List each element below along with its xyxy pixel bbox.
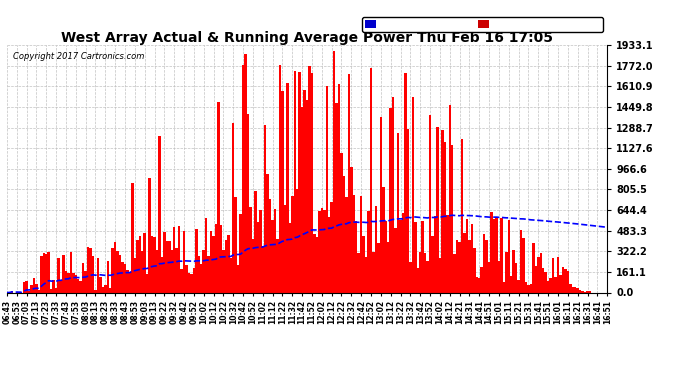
Title: West Array Actual & Running Average Power Thu Feb 16 17:05: West Array Actual & Running Average Powe… bbox=[61, 31, 553, 45]
Text: Copyright 2017 Cartronics.com: Copyright 2017 Cartronics.com bbox=[13, 53, 144, 62]
Legend: Average  (DC Watts), West Array  (DC Watts): Average (DC Watts), West Array (DC Watts… bbox=[362, 17, 602, 32]
